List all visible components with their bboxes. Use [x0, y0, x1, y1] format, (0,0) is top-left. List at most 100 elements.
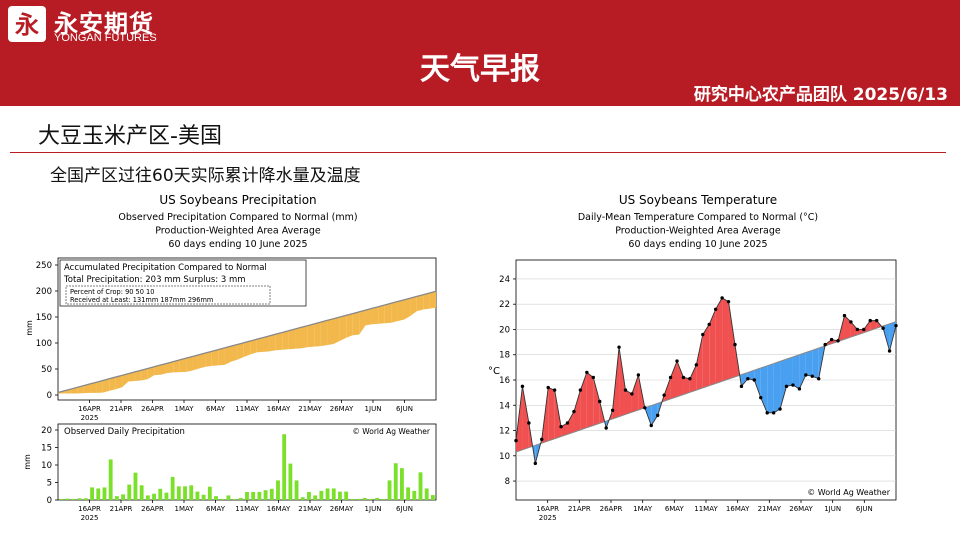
- daily-precip-bar: [338, 491, 342, 500]
- anomaly-area: [282, 330, 289, 350]
- observed-point: [623, 388, 628, 392]
- divider: [10, 152, 946, 153]
- observed-point: [881, 326, 885, 330]
- x-tick-label: 16MAY: [267, 405, 291, 413]
- bar-y-tick-label: 5: [47, 479, 52, 489]
- observed-point: [713, 307, 718, 311]
- x-tick-label: 11MAY: [235, 405, 259, 413]
- anomaly-area: [186, 356, 193, 372]
- observed-point: [759, 395, 763, 400]
- logo-text: 永安期货: [54, 10, 154, 38]
- observed-point: [694, 363, 699, 367]
- temperature-anomaly-area: [792, 354, 800, 389]
- observed-point: [829, 337, 834, 342]
- observed-point: [810, 374, 814, 378]
- daily-precip-bar: [220, 498, 225, 500]
- observed-point: [546, 385, 550, 390]
- observed-point: [804, 373, 808, 377]
- temperature-anomaly-area: [812, 348, 819, 379]
- anomaly-area: [333, 317, 340, 345]
- observed-point: [771, 411, 776, 415]
- anomaly-area: [378, 304, 385, 324]
- observed-point: [797, 387, 802, 391]
- bar-x-tick-label: 6MAY: [206, 505, 226, 513]
- x-tick-label: 6MAY: [665, 505, 685, 513]
- daily-precip-bar: [300, 497, 305, 500]
- anomaly-area: [237, 342, 244, 360]
- temperature-anomaly-area: [540, 439, 542, 444]
- x-tick-label: 16APR: [78, 405, 101, 413]
- anomaly-area: [134, 370, 142, 381]
- x-tick-label: 26MAY: [330, 405, 354, 413]
- x-tick-label: 16APR: [536, 505, 559, 513]
- anomaly-area: [346, 313, 353, 338]
- y-tick-label: 14: [499, 401, 510, 411]
- x-tick-label: 6MAY: [206, 405, 226, 413]
- temperature-anomaly-area: [767, 363, 774, 413]
- daily-precip-bar: [189, 485, 194, 500]
- daily-precip-bar: [207, 486, 212, 500]
- credit-text: © World Ag Weather: [352, 427, 431, 436]
- team-date: 研究中心农产品团队 2025/6/13: [693, 85, 948, 105]
- observed-point: [578, 388, 583, 392]
- temperature-chart: US Soybeans Temperature Daily-Mean Temper…: [488, 193, 898, 522]
- daily-precip-bar: [96, 488, 101, 500]
- temperature-anomaly-area: [709, 309, 716, 386]
- anomaly-area: [256, 337, 264, 353]
- daily-precip-bar: [77, 498, 82, 500]
- y-tick-label: 18: [499, 351, 510, 361]
- daily-precip-bar: [145, 495, 150, 500]
- anomaly-area: [205, 351, 212, 367]
- daily-precip-bar: [232, 498, 237, 500]
- temperature-anomaly-area: [728, 301, 735, 380]
- observed-point: [636, 373, 641, 377]
- daily-precip-bar: [406, 487, 411, 500]
- observed-point: [617, 345, 621, 349]
- y-tick-label: 10: [499, 452, 510, 462]
- observed-point: [746, 377, 750, 381]
- bar-x-tick-label: 16MAY: [267, 505, 291, 513]
- bar-x-tick-label: 1JUN: [365, 505, 382, 513]
- anomaly-area: [275, 332, 283, 351]
- daily-precip-bar: [195, 491, 200, 500]
- daily-precip-bar: [201, 494, 206, 500]
- temperature-anomaly-area: [786, 356, 793, 387]
- anomaly-area: [391, 301, 398, 323]
- temperature-anomaly-area: [799, 352, 806, 389]
- anomaly-area: [115, 375, 123, 390]
- section-subtitle: 全国产区过往60天实际累计降水量及温度: [50, 166, 361, 186]
- x-tick-label: 21MAY: [298, 405, 322, 413]
- daily-precip-bar: [226, 495, 231, 500]
- crop-table-line: Percent of Crop: 90 50 10: [70, 288, 154, 296]
- anomaly-area: [154, 365, 161, 376]
- anomaly-area: [192, 354, 199, 371]
- bar-x-tick-label: 26MAY: [330, 505, 354, 513]
- bar-y-tick-label: 10: [41, 461, 52, 471]
- anomaly-area: [269, 334, 276, 352]
- daily-precip-bar: [158, 488, 163, 500]
- daily-precip-bar: [381, 498, 386, 500]
- y-axis-label: mm: [25, 320, 34, 336]
- daily-precip-bar: [393, 463, 398, 500]
- chart-subtitle: Observed Precipitation Compared to Norma…: [118, 212, 357, 223]
- anomaly-area: [416, 294, 424, 312]
- observed-point: [681, 375, 686, 380]
- precipitation-chart: US Soybeans Precipitation Observed Precip…: [23, 193, 437, 522]
- bar-y-axis-label: mm: [23, 454, 32, 470]
- logo-subtext: YONGAN FUTURES: [54, 32, 157, 44]
- daily-precip-bar: [313, 495, 318, 500]
- x-tick-label: 2025: [81, 414, 99, 422]
- crop-table: [65, 285, 271, 305]
- temperature-anomaly-area: [696, 334, 703, 391]
- daily-precip-bar: [183, 486, 187, 500]
- daily-precip-bar: [127, 484, 132, 500]
- x-tick-label: 1MAY: [174, 405, 194, 413]
- observed-point: [849, 320, 853, 324]
- observed-point: [540, 437, 544, 442]
- observed-point: [836, 339, 840, 343]
- daily-precip-bar: [133, 472, 138, 500]
- daily-precip-bar: [350, 498, 355, 500]
- temperature-anomaly-area: [548, 387, 555, 441]
- x-tick-label: 11MAY: [694, 505, 718, 513]
- temperature-anomaly-area: [780, 359, 787, 410]
